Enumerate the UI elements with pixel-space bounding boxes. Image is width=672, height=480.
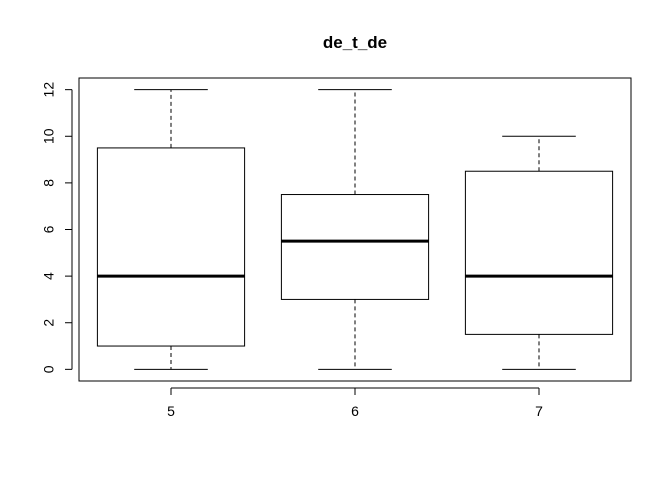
x-tick-label: 5 (167, 403, 175, 419)
chart-title: de_t_de (323, 33, 387, 52)
box-iqr (96, 147, 246, 347)
y-tick-label: 10 (41, 128, 57, 144)
box-5 (96, 89, 246, 370)
y-tick-label: 6 (41, 225, 57, 233)
box-7 (464, 135, 614, 370)
x-tick-label: 6 (351, 403, 359, 419)
box-6 (280, 89, 430, 370)
y-tick-label: 4 (41, 272, 57, 280)
x-tick-label: 7 (535, 403, 543, 419)
box-iqr (464, 170, 614, 335)
y-tick-label: 8 (41, 179, 57, 187)
plot-frame (78, 77, 632, 382)
box-group (96, 89, 614, 370)
y-tick-label: 0 (41, 365, 57, 373)
y-axis: 0 2 4 6 8 10 12 (41, 82, 73, 373)
box-iqr (280, 194, 430, 300)
y-tick-label: 2 (41, 319, 57, 327)
y-tick-label: 12 (41, 82, 57, 98)
x-axis: 5 6 7 (167, 387, 543, 419)
